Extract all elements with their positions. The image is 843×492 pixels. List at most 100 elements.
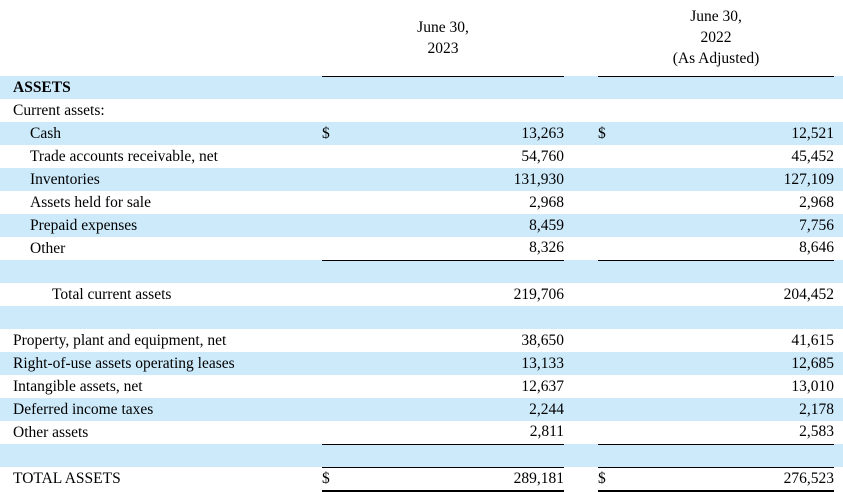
dollar-sign-2022 — [598, 214, 626, 237]
value-2022: 127,109 — [783, 170, 835, 188]
value-2022: 2,178 — [799, 400, 835, 418]
dollar-sign-2022 — [598, 444, 626, 467]
column-gap — [564, 145, 598, 168]
column-gap — [564, 191, 598, 214]
dollar-sign-2023 — [322, 283, 350, 306]
dollar-sign-2022 — [598, 191, 626, 214]
value-2023: 54,760 — [521, 147, 565, 165]
value-2023 — [350, 76, 564, 99]
dollar-sign-2023 — [322, 214, 350, 237]
row-label: Total current assets — [52, 285, 172, 303]
column-gap — [564, 237, 598, 260]
value-2022 — [626, 306, 834, 329]
row-label: Prepaid expenses — [30, 216, 138, 234]
header-column-gap — [564, 0, 598, 76]
column-gap — [564, 421, 598, 444]
value-2022: 12,685 — [791, 354, 835, 372]
dollar-sign-2023 — [322, 444, 350, 467]
value-2022: 2,583 — [626, 421, 835, 445]
column-header-2023-line2: 2023 — [427, 39, 459, 57]
spacer-row — [0, 444, 843, 467]
column-header-2022: June 30, 2022 (As Adjusted) — [598, 0, 835, 77]
dollar-sign-2023 — [322, 375, 350, 398]
right-margin — [834, 283, 843, 306]
table-row: TOTAL ASSETS $ 289,181 $ 276,523 — [0, 466, 843, 492]
value-2023: 8,326 — [350, 237, 565, 261]
value-2023: 2,968 — [529, 193, 565, 211]
column-gap — [564, 398, 598, 421]
column-header-2022-line1: June 30, — [690, 8, 742, 26]
row-label: TOTAL ASSETS — [13, 470, 121, 487]
column-header-2023-line1: June 30, — [417, 18, 469, 36]
row-label: Inventories — [30, 170, 100, 188]
table-row: Current assets: — [0, 99, 843, 122]
value-2022: 45,452 — [791, 147, 835, 165]
row-label — [0, 444, 322, 467]
row-label: Other — [30, 239, 66, 257]
dollar-sign-2022 — [598, 260, 626, 283]
value-2022: 13,010 — [791, 377, 835, 395]
dollar-sign-2022 — [598, 329, 626, 352]
value-2022 — [626, 76, 834, 99]
value-2023: 131,930 — [513, 170, 565, 188]
value-2022 — [626, 99, 834, 122]
row-label: Intangible assets, net — [13, 377, 143, 395]
dollar-sign-2022 — [598, 76, 626, 99]
value-2023: 13,263 — [521, 124, 565, 142]
column-gap — [564, 444, 598, 467]
value-2023: 12,637 — [521, 377, 565, 395]
row-label: Cash — [30, 124, 61, 142]
value-2023 — [350, 260, 564, 283]
table-row: Cash $ 13,263 $ 12,521 — [0, 122, 843, 145]
row-label: Trade accounts receivable, net — [30, 147, 218, 165]
dollar-sign-2022 — [598, 421, 627, 445]
dollar-sign-2022 — [598, 375, 626, 398]
dollar-sign-2022: $ — [598, 124, 606, 142]
dollar-sign-2023 — [322, 168, 350, 191]
value-2022: 41,615 — [791, 331, 835, 349]
header-label-spacer — [0, 0, 322, 76]
spacer-row — [0, 260, 843, 283]
row-label — [0, 306, 322, 329]
value-2022: 2,968 — [799, 193, 835, 211]
value-2023 — [350, 306, 564, 329]
value-2023: 8,459 — [529, 216, 565, 234]
value-2023: 2,811 — [350, 421, 565, 445]
table-row: Intangible assets, net 12,637 13,010 — [0, 375, 843, 398]
dollar-sign-2022 — [598, 168, 626, 191]
row-label: ASSETS — [13, 78, 71, 96]
table-row: Prepaid expenses 8,459 7,756 — [0, 214, 843, 237]
column-header-2023: June 30, 2023 — [322, 0, 565, 77]
row-label: Right-of-use assets operating leases — [13, 354, 235, 372]
dollar-sign-2022 — [598, 398, 626, 421]
column-gap — [564, 283, 598, 306]
column-gap — [564, 352, 598, 375]
right-margin — [834, 99, 843, 122]
value-2022: 12,521 — [791, 124, 835, 142]
right-margin — [834, 375, 843, 398]
dollar-sign-2023 — [322, 329, 350, 352]
table-row: Right-of-use assets operating leases 13,… — [0, 352, 843, 375]
column-gap — [564, 168, 598, 191]
table-row: ASSETS — [0, 76, 843, 99]
dollar-sign-2023 — [322, 237, 350, 261]
dollar-sign-2023: $ — [322, 466, 350, 492]
dollar-sign-2023 — [322, 398, 350, 421]
right-margin — [834, 214, 843, 237]
value-2022: 276,523 — [626, 466, 835, 492]
column-gap — [564, 260, 598, 283]
right-margin — [834, 306, 843, 329]
column-header-2022-line2: 2022 — [700, 29, 732, 47]
value-2023 — [350, 99, 564, 122]
row-label — [0, 260, 322, 283]
value-2023: 289,181 — [350, 466, 565, 492]
dollar-sign-2023 — [322, 306, 350, 329]
spacer-row — [0, 306, 843, 329]
table-row: Assets held for sale 2,968 2,968 — [0, 191, 843, 214]
dollar-sign-2023 — [322, 99, 350, 122]
value-2022 — [626, 260, 834, 283]
row-label: Other assets — [13, 423, 89, 441]
dollar-sign-2023 — [322, 76, 350, 99]
value-2022: 204,452 — [783, 285, 835, 303]
